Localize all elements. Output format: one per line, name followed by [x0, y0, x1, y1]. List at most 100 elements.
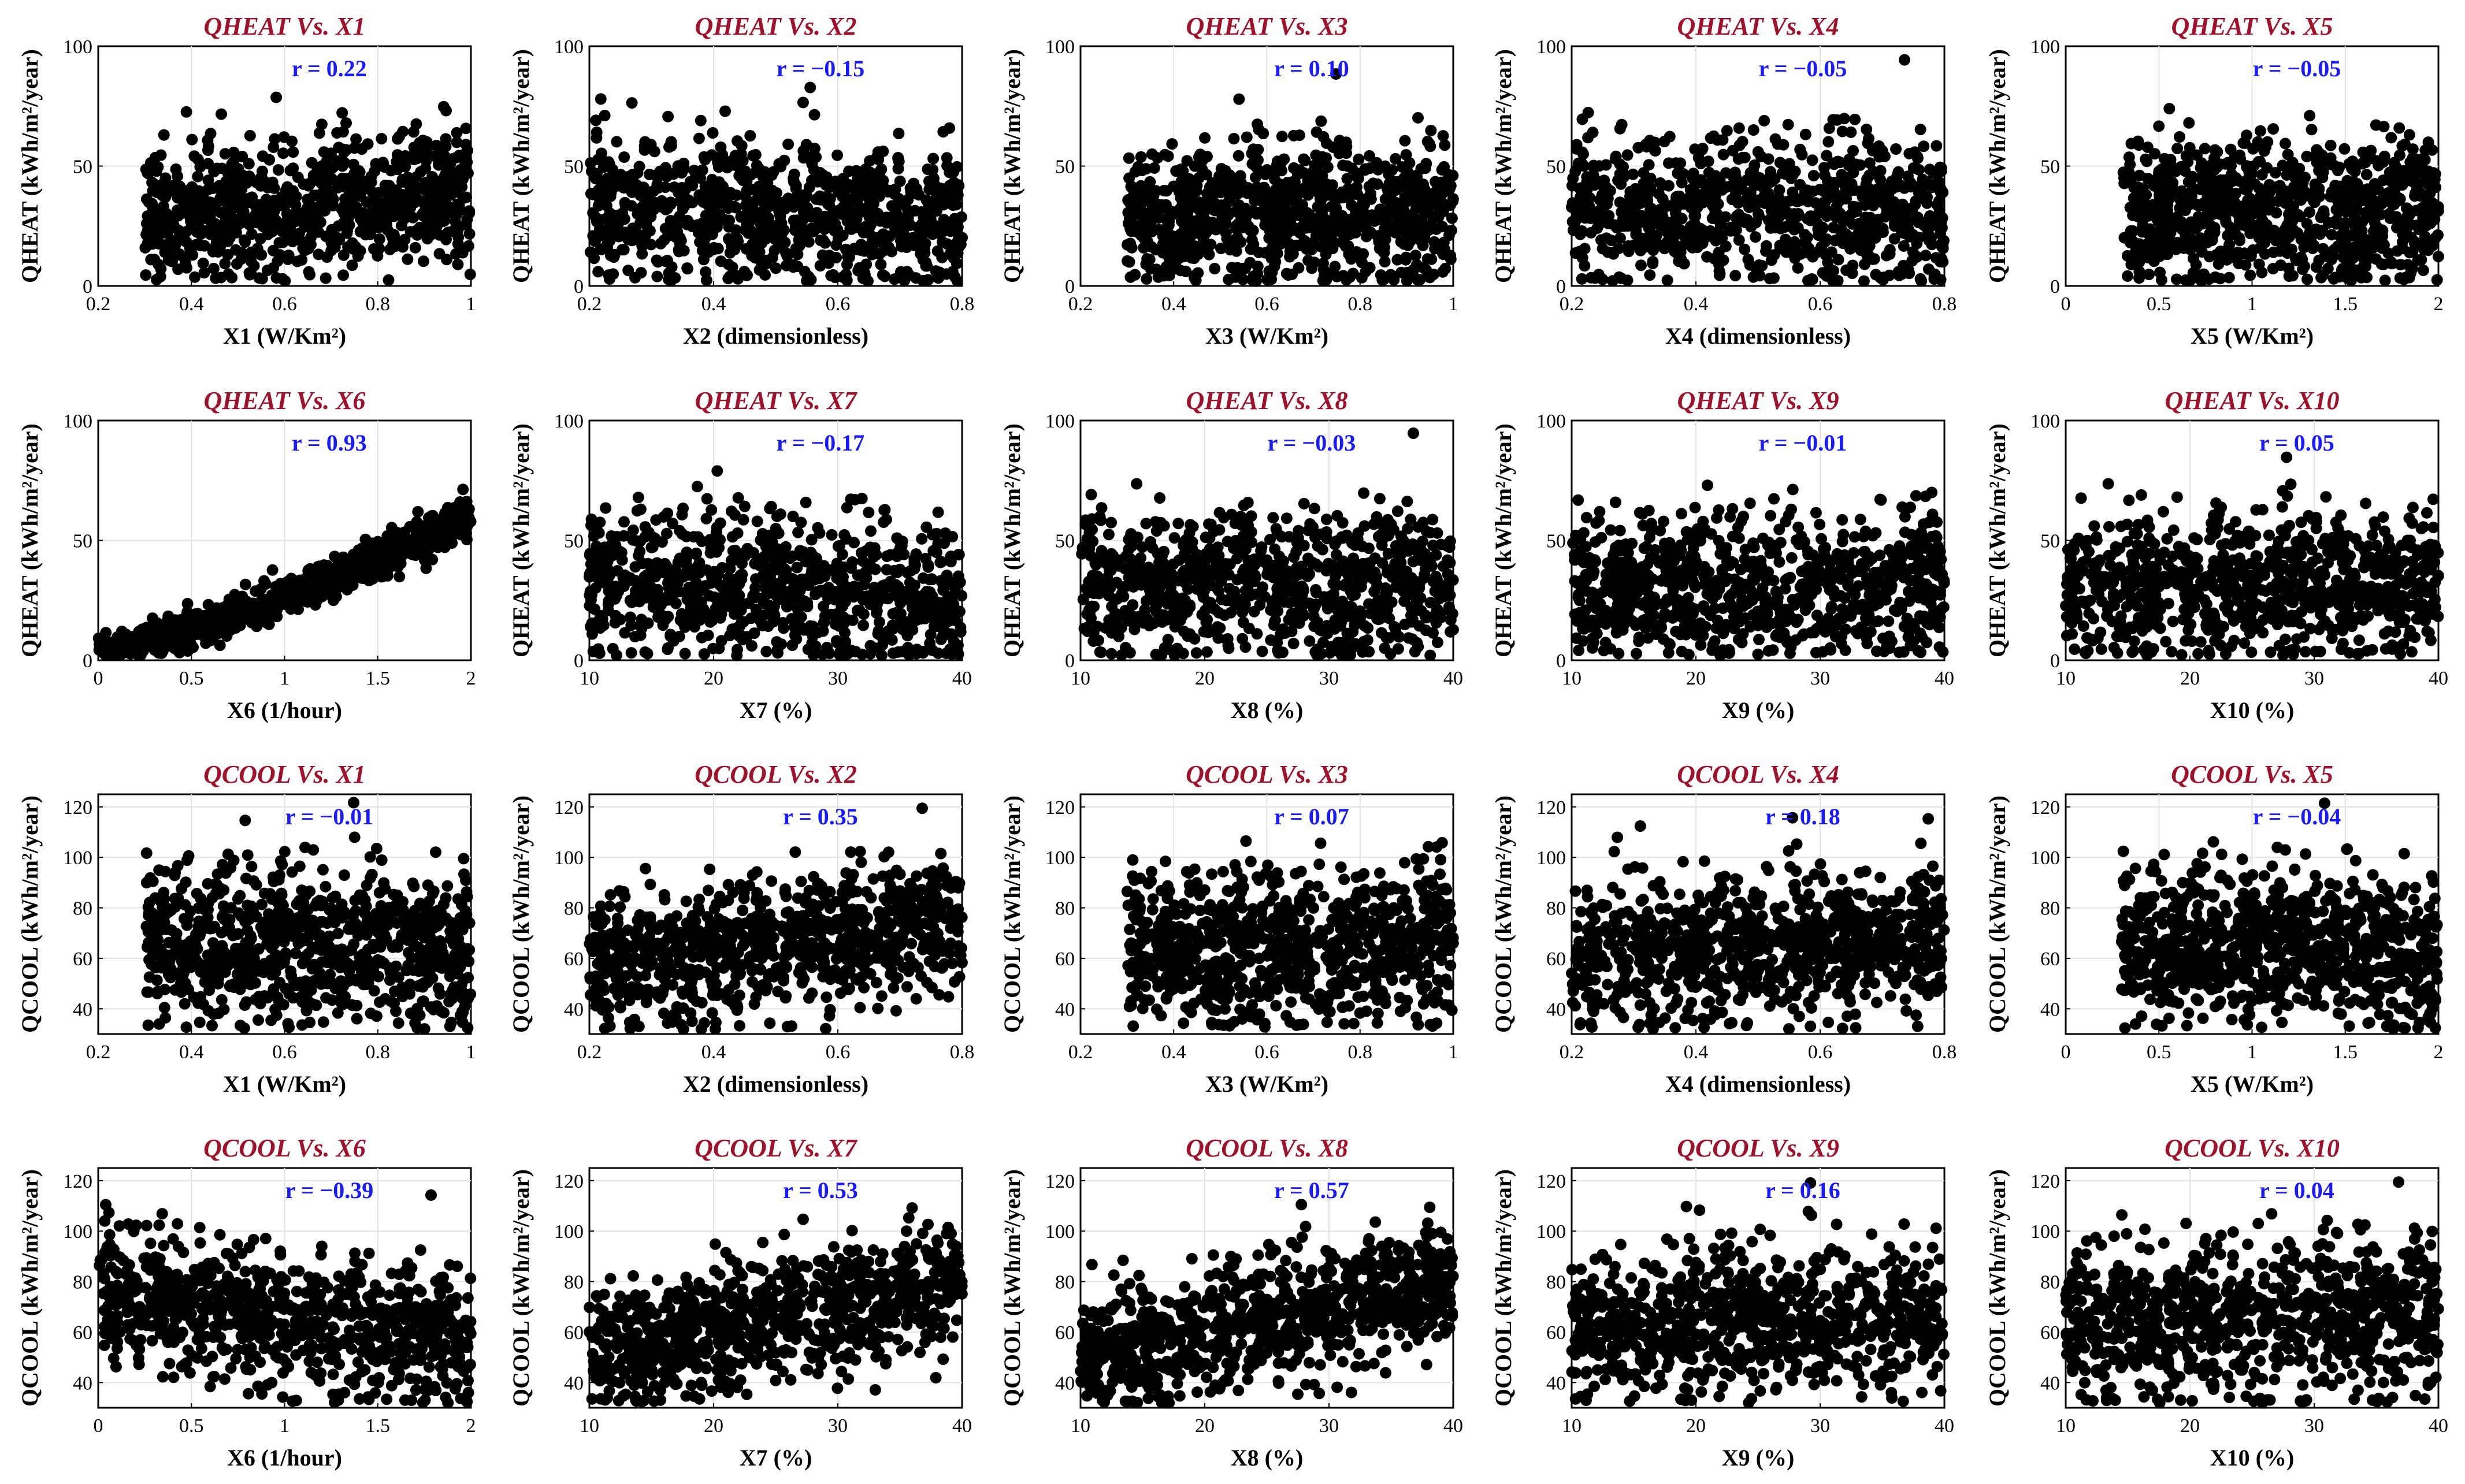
data-point — [146, 176, 158, 188]
data-point — [1333, 147, 1345, 159]
data-point — [808, 109, 821, 121]
data-point — [866, 203, 878, 215]
data-point — [607, 268, 619, 280]
data-point — [705, 201, 717, 213]
data-point — [1192, 203, 1204, 215]
data-point — [203, 213, 215, 225]
data-point — [1750, 217, 1762, 229]
data-point — [376, 201, 388, 213]
data-point — [1316, 170, 1328, 181]
data-point — [2417, 264, 2429, 276]
data-point — [1695, 223, 1707, 235]
data-point — [331, 232, 343, 244]
data-point — [313, 226, 325, 238]
data-point — [2260, 141, 2272, 153]
data-point — [1166, 138, 1178, 150]
data-point — [1860, 178, 1872, 191]
data-point — [830, 239, 842, 251]
data-point — [1337, 270, 1349, 282]
data-point — [1221, 233, 1233, 244]
data-point — [1849, 113, 1861, 125]
data-point — [1818, 185, 1831, 198]
data-point — [147, 222, 159, 234]
data-point — [447, 153, 459, 165]
data-point — [452, 224, 464, 236]
data-point — [664, 196, 677, 209]
data-point — [1123, 152, 1135, 164]
data-point — [1600, 159, 1612, 171]
data-point — [707, 244, 719, 255]
data-point — [843, 251, 855, 263]
data-point — [376, 133, 388, 145]
data-point — [2155, 222, 2167, 235]
data-point — [365, 174, 377, 187]
data-point — [618, 151, 630, 163]
data-point — [915, 248, 927, 260]
data-point — [1602, 218, 1614, 230]
data-point — [909, 204, 921, 217]
data-point — [181, 192, 193, 204]
data-point — [1390, 184, 1402, 196]
data-point — [226, 271, 238, 284]
data-point — [2254, 125, 2266, 137]
data-point — [662, 110, 674, 122]
data-point — [749, 209, 762, 221]
data-point — [584, 246, 596, 258]
data-point — [595, 93, 607, 105]
data-point — [219, 148, 231, 160]
data-point — [1398, 225, 1410, 237]
y-tick-label: 0 — [1065, 276, 1075, 297]
data-point — [337, 249, 350, 261]
data-point — [2315, 211, 2327, 224]
data-point — [829, 271, 841, 284]
data-point — [840, 268, 852, 280]
data-point — [1306, 171, 1318, 183]
data-point — [1720, 167, 1732, 179]
data-point — [1398, 206, 1410, 217]
data-point — [804, 81, 816, 94]
x-tick-label: 0.8 — [1932, 293, 1957, 315]
data-point — [402, 253, 414, 265]
data-point — [936, 251, 948, 263]
data-point — [648, 185, 660, 197]
data-point — [932, 227, 944, 239]
data-point — [1298, 153, 1310, 165]
data-point — [2148, 198, 2160, 210]
data-point — [2244, 269, 2256, 281]
data-point — [1727, 144, 1739, 157]
data-point — [596, 187, 608, 199]
data-point — [1293, 262, 1305, 274]
data-point — [383, 274, 395, 286]
data-point — [852, 173, 864, 185]
data-point — [1933, 195, 1945, 207]
data-point — [1807, 170, 1820, 182]
y-tick-label: 0 — [83, 276, 92, 297]
data-point — [2403, 129, 2415, 141]
data-point — [1806, 273, 1818, 285]
data-point — [270, 197, 283, 209]
data-point — [893, 128, 905, 139]
data-point — [2411, 181, 2423, 194]
data-point — [1747, 271, 1759, 283]
x-tick-label: 0.4 — [701, 293, 726, 315]
data-point — [457, 483, 469, 496]
data-point — [1710, 235, 1722, 247]
data-point — [1667, 235, 1679, 247]
data-point — [1729, 270, 1742, 282]
data-point — [1691, 201, 1703, 213]
data-point — [1914, 124, 1926, 136]
data-point — [2267, 263, 2279, 274]
data-point — [1327, 235, 1339, 247]
data-point — [2170, 243, 2182, 255]
data-point — [2142, 210, 2154, 222]
data-point — [2208, 222, 2221, 234]
data-point — [347, 180, 359, 192]
data-point — [2426, 240, 2438, 252]
data-point — [723, 221, 735, 233]
data-point — [1822, 205, 1834, 217]
y-tick-label: 100 — [63, 36, 92, 58]
data-point — [1622, 220, 1634, 232]
data-point — [700, 266, 712, 278]
data-point — [1353, 153, 1365, 165]
data-point — [801, 275, 812, 287]
